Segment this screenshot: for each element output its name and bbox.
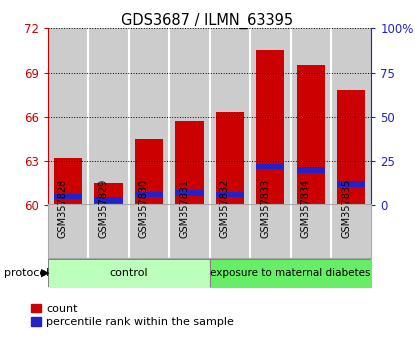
Bar [256, 164, 284, 169]
Text: GSM357831: GSM357831 [179, 178, 189, 238]
Bar [94, 198, 122, 202]
Bar [216, 113, 244, 205]
Bar [169, 28, 210, 205]
Text: GSM357835: GSM357835 [341, 178, 351, 238]
Text: GSM357828: GSM357828 [58, 178, 68, 238]
Text: control: control [109, 268, 148, 278]
Bar [210, 28, 250, 205]
Bar [88, 28, 129, 205]
Bar [216, 192, 244, 197]
Bar [297, 167, 325, 172]
Bar [135, 139, 163, 205]
Text: GSM357834: GSM357834 [301, 178, 311, 238]
Legend: count, percentile rank within the sample: count, percentile rank within the sample [26, 299, 239, 332]
Text: protocol: protocol [4, 268, 49, 278]
Bar [256, 51, 284, 205]
Bar [331, 28, 371, 205]
Bar [250, 28, 290, 205]
Text: ▶: ▶ [41, 268, 49, 278]
Text: exposure to maternal diabetes: exposure to maternal diabetes [210, 268, 371, 278]
Bar [337, 90, 365, 205]
Text: GSM357830: GSM357830 [139, 178, 149, 238]
Bar [94, 183, 122, 205]
Text: GDS3687 / ILMN_63395: GDS3687 / ILMN_63395 [122, 12, 293, 29]
Bar [297, 65, 325, 205]
Bar [135, 192, 163, 197]
Text: GSM357832: GSM357832 [220, 178, 230, 238]
Bar [175, 121, 203, 205]
Bar [48, 28, 88, 205]
Bar [175, 190, 203, 195]
Text: GSM357833: GSM357833 [260, 178, 270, 238]
Text: GSM357829: GSM357829 [98, 178, 108, 238]
Bar [290, 28, 331, 205]
Bar [337, 182, 365, 187]
Bar [54, 194, 82, 199]
Bar [54, 158, 82, 205]
Bar [129, 28, 169, 205]
